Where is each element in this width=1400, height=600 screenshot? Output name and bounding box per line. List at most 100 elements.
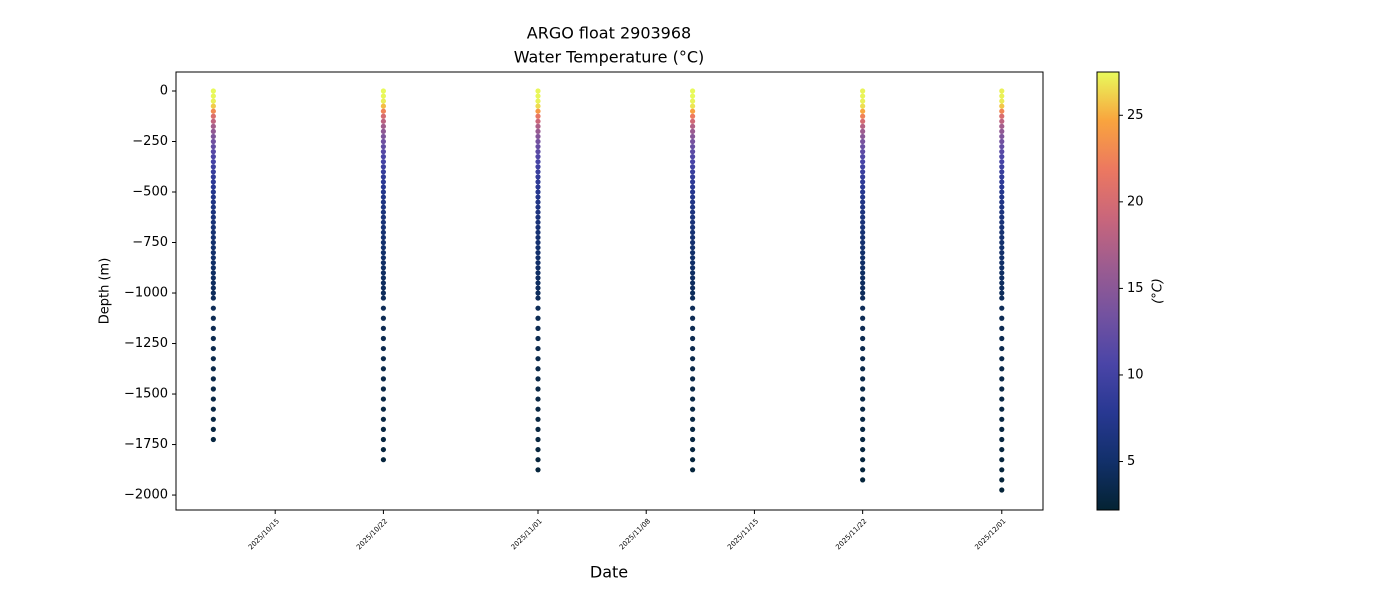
point xyxy=(210,356,216,362)
point xyxy=(380,118,387,124)
point xyxy=(999,467,1005,473)
point xyxy=(380,199,387,205)
point xyxy=(860,325,866,331)
point xyxy=(380,148,387,155)
point xyxy=(535,189,541,195)
point xyxy=(380,138,387,145)
point xyxy=(860,103,866,109)
point xyxy=(535,255,541,261)
point xyxy=(999,260,1005,266)
point xyxy=(689,123,696,129)
point xyxy=(999,209,1005,215)
point xyxy=(689,209,696,215)
point xyxy=(210,285,216,291)
point xyxy=(380,224,387,230)
point xyxy=(689,446,696,453)
point xyxy=(860,154,866,160)
point xyxy=(860,244,866,251)
point xyxy=(999,457,1005,463)
point xyxy=(999,406,1005,412)
point xyxy=(999,275,1005,281)
point xyxy=(860,457,866,463)
point xyxy=(689,366,696,372)
point xyxy=(689,143,696,150)
point xyxy=(689,113,696,119)
point xyxy=(380,174,387,180)
point xyxy=(999,224,1005,230)
point xyxy=(535,426,541,432)
point xyxy=(999,315,1005,321)
point xyxy=(380,305,387,311)
point xyxy=(860,159,866,165)
point xyxy=(689,234,696,241)
point xyxy=(535,416,541,422)
point xyxy=(860,280,866,286)
point xyxy=(210,280,216,286)
point xyxy=(860,219,866,225)
point xyxy=(999,477,1005,483)
point xyxy=(535,396,541,402)
point xyxy=(689,128,696,134)
point xyxy=(999,138,1005,145)
point xyxy=(210,426,216,432)
point xyxy=(860,189,866,195)
point xyxy=(999,98,1005,104)
y-tick-label: −1250 xyxy=(124,336,168,351)
point xyxy=(999,128,1005,134)
point xyxy=(380,270,387,276)
point xyxy=(210,224,216,230)
point xyxy=(210,108,216,114)
point xyxy=(860,224,866,230)
point xyxy=(860,174,866,180)
point xyxy=(999,416,1005,422)
point xyxy=(210,305,216,311)
point xyxy=(535,159,541,165)
point xyxy=(860,108,866,114)
plot-area xyxy=(210,88,1005,493)
colorbar-tick-label: 5 xyxy=(1127,454,1135,469)
point xyxy=(689,154,696,160)
point xyxy=(535,335,541,342)
point xyxy=(860,138,866,145)
point xyxy=(860,396,866,402)
point xyxy=(999,93,1005,99)
point xyxy=(860,265,866,271)
point xyxy=(210,148,216,155)
point xyxy=(689,159,696,165)
point xyxy=(210,189,216,195)
point xyxy=(999,325,1005,331)
point xyxy=(535,446,541,453)
point xyxy=(380,265,387,271)
point xyxy=(210,88,216,94)
point xyxy=(210,169,216,175)
point xyxy=(860,194,866,200)
point xyxy=(689,98,696,104)
point xyxy=(999,487,1005,493)
point xyxy=(380,194,387,200)
y-tick-label: −1000 xyxy=(124,286,168,301)
point xyxy=(210,113,216,119)
point xyxy=(210,260,216,266)
point xyxy=(999,219,1005,225)
chart-subtitle: Water Temperature (°C) xyxy=(514,48,704,67)
point xyxy=(999,133,1005,140)
y-tick-label: −1500 xyxy=(124,387,168,402)
point xyxy=(535,143,541,150)
point xyxy=(380,123,387,129)
point xyxy=(689,335,696,342)
point xyxy=(380,189,387,195)
point xyxy=(210,98,216,104)
point xyxy=(999,376,1005,382)
point xyxy=(535,305,541,311)
point xyxy=(860,148,866,155)
point xyxy=(210,366,216,372)
point xyxy=(689,396,696,402)
point xyxy=(999,386,1005,392)
point xyxy=(999,103,1005,109)
point xyxy=(999,204,1005,210)
point xyxy=(689,219,696,225)
point xyxy=(210,209,216,215)
point xyxy=(380,214,387,220)
point xyxy=(689,467,696,473)
